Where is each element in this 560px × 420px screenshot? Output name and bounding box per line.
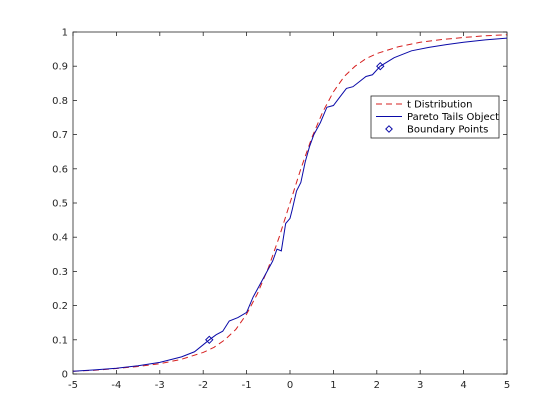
x-tick-label: 0 [287, 380, 293, 391]
y-tick-label: 0.7 [52, 130, 68, 141]
boundary-point-marker [205, 335, 214, 345]
series-line-1 [72, 37, 508, 372]
series-layer [72, 34, 508, 372]
x-tick-label: 5 [504, 380, 510, 391]
x-tick-label: -1 [242, 380, 252, 391]
x-tick-label: -3 [155, 380, 165, 391]
y-tick-label: 0.5 [52, 199, 68, 210]
y-tick-label: 1 [62, 28, 68, 39]
x-tick-label: 3 [417, 380, 423, 391]
x-tick-label: 4 [460, 380, 466, 391]
y-tick-label: 0.4 [52, 233, 68, 244]
legend-swatch-marker [385, 125, 393, 133]
x-tick-label: 2 [374, 380, 380, 391]
x-tick-label: -4 [111, 380, 121, 391]
y-tick-label: 0.6 [52, 164, 68, 175]
axes: -5 -4 -3 -2 -1 0 1 2 3 4 5 0 0.1 0.2 0.3 0.4 0.5 0.6 0.7 0.… [52, 28, 510, 392]
boundary-point-marker [376, 61, 385, 71]
y-tick-label: 0.1 [52, 335, 68, 346]
series-line-0 [72, 34, 508, 372]
legend-entry-label: t Distribution [407, 100, 472, 111]
y-tick-label: 0.8 [52, 96, 68, 107]
legend-entry-label: Boundary Points [407, 125, 488, 136]
x-tick-label: -5 [68, 380, 78, 391]
x-tick-label: -2 [198, 380, 208, 391]
y-tick-label: 0.2 [52, 301, 68, 312]
legend-entry-label: Pareto Tails Object [407, 112, 499, 123]
y-tick-label: 0.3 [52, 267, 68, 278]
y-tick-label: 0 [62, 370, 68, 381]
x-tick-label: 1 [330, 380, 336, 391]
y-tick-label: 0.9 [52, 62, 68, 73]
